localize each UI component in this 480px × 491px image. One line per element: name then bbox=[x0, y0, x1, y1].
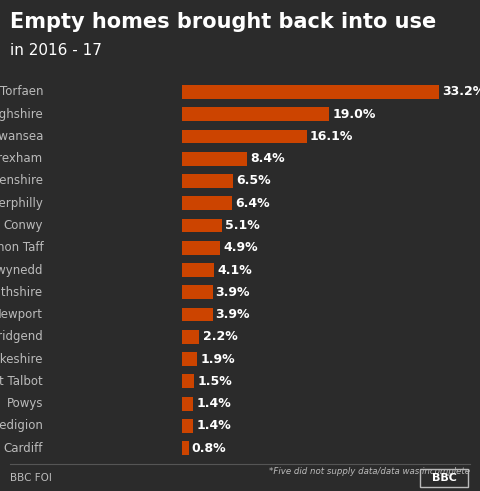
Text: Caerphilly: Caerphilly bbox=[0, 197, 43, 210]
Text: 1.5%: 1.5% bbox=[197, 375, 232, 388]
Text: BBC: BBC bbox=[432, 473, 456, 483]
Bar bbox=[182, 352, 197, 366]
Text: Ceredigion: Ceredigion bbox=[0, 419, 43, 433]
Text: Torfaen: Torfaen bbox=[0, 85, 43, 98]
Text: 6.5%: 6.5% bbox=[236, 174, 270, 188]
Text: 33.2%: 33.2% bbox=[442, 85, 480, 98]
Text: Swansea: Swansea bbox=[0, 130, 43, 143]
Text: Rhondda Cynnon Taff: Rhondda Cynnon Taff bbox=[0, 241, 43, 254]
Text: Denbighshire: Denbighshire bbox=[0, 108, 43, 121]
Text: 4.9%: 4.9% bbox=[223, 241, 258, 254]
Text: Neath Port Talbot: Neath Port Talbot bbox=[0, 375, 43, 388]
Text: 19.0%: 19.0% bbox=[333, 108, 376, 121]
Bar bbox=[182, 375, 194, 388]
Bar bbox=[182, 174, 233, 188]
Text: 6.4%: 6.4% bbox=[235, 197, 270, 210]
Text: 4.1%: 4.1% bbox=[217, 264, 252, 276]
Text: 1.4%: 1.4% bbox=[196, 397, 231, 410]
Text: Empty homes brought back into use: Empty homes brought back into use bbox=[10, 12, 436, 32]
Bar bbox=[182, 419, 193, 433]
Text: Carmarthenshire: Carmarthenshire bbox=[0, 174, 43, 188]
Text: Wrexham: Wrexham bbox=[0, 152, 43, 165]
Text: 2.2%: 2.2% bbox=[203, 330, 237, 343]
Bar bbox=[182, 85, 439, 99]
Bar bbox=[182, 263, 214, 277]
Bar bbox=[182, 397, 193, 410]
Text: Bridgend: Bridgend bbox=[0, 330, 43, 343]
Text: *Five did not supply data/data was incomplete: *Five did not supply data/data was incom… bbox=[269, 467, 470, 476]
Text: 3.9%: 3.9% bbox=[216, 308, 250, 321]
Text: 0.8%: 0.8% bbox=[192, 442, 226, 455]
Text: 3.9%: 3.9% bbox=[216, 286, 250, 299]
Bar bbox=[182, 285, 213, 299]
Bar bbox=[182, 196, 232, 210]
Text: in 2016 - 17: in 2016 - 17 bbox=[10, 43, 101, 58]
Text: Monmouthshire: Monmouthshire bbox=[0, 286, 43, 299]
Text: Conwy: Conwy bbox=[4, 219, 43, 232]
Text: 16.1%: 16.1% bbox=[310, 130, 353, 143]
Text: 1.9%: 1.9% bbox=[200, 353, 235, 366]
Text: 1.4%: 1.4% bbox=[196, 419, 231, 433]
Text: BBC FOI: BBC FOI bbox=[10, 473, 51, 483]
Bar bbox=[182, 108, 329, 121]
Text: 8.4%: 8.4% bbox=[251, 152, 285, 165]
Bar bbox=[182, 218, 222, 232]
Text: Gwynedd: Gwynedd bbox=[0, 264, 43, 276]
Text: Newport: Newport bbox=[0, 308, 43, 321]
Text: 5.1%: 5.1% bbox=[225, 219, 260, 232]
Bar bbox=[182, 441, 189, 455]
Bar bbox=[182, 241, 220, 255]
Text: Pembrokeshire: Pembrokeshire bbox=[0, 353, 43, 366]
Text: Cardiff: Cardiff bbox=[4, 442, 43, 455]
Bar bbox=[182, 152, 247, 165]
Text: Powys: Powys bbox=[7, 397, 43, 410]
Bar bbox=[182, 130, 307, 143]
Bar bbox=[182, 308, 213, 322]
Bar bbox=[182, 330, 199, 344]
